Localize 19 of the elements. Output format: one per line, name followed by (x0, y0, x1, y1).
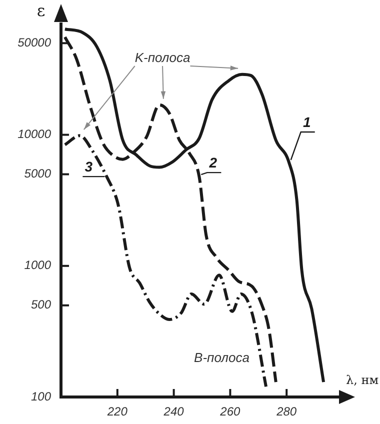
line-series (63, 134, 268, 388)
x-tick-label: 260 (219, 404, 241, 419)
annotation: K-полоса (134, 50, 190, 65)
series-label: 3 (84, 158, 93, 174)
y-tick-label: 5000 (24, 166, 52, 181)
text: 1 (302, 114, 311, 130)
y-tick-label: 10000 (18, 127, 52, 142)
annotation: B-полоса (194, 350, 250, 365)
y-tick-label: 1000 (24, 258, 52, 272)
y-tick-label: 50000 (18, 36, 52, 50)
y-tick-label: 100 (30, 389, 52, 404)
y-axis-title: ε (36, 1, 46, 20)
x-axis-title: λ, нм (346, 373, 379, 388)
series-label: 2 (208, 154, 218, 170)
x-tick-label: 280 (276, 404, 297, 419)
x-tick-label: 240 (162, 404, 184, 419)
y-tick-label: 500 (30, 298, 52, 312)
line-series (63, 28, 326, 384)
x-tick-label: 220 (106, 404, 128, 419)
